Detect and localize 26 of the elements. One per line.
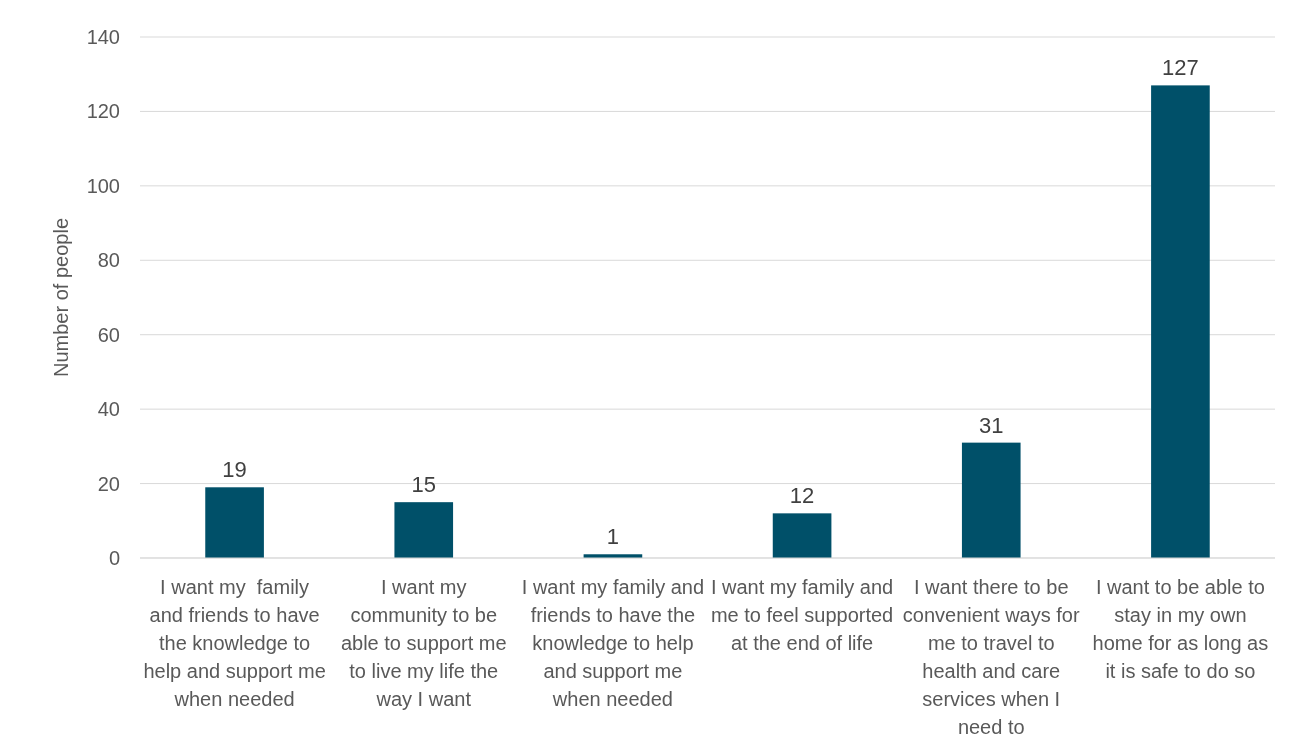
bar: [394, 502, 454, 558]
bar: [961, 442, 1021, 558]
y-tick-label: 100: [86, 174, 120, 197]
data-label: 15: [411, 472, 436, 498]
bar: [1151, 85, 1210, 558]
y-tick-label: 140: [86, 26, 120, 48]
x-tick-label: I want my family and me to feel supported at the end of life: [710, 576, 894, 654]
data-label: 31: [979, 412, 1004, 438]
bar: [772, 513, 832, 558]
x-tick-label: I want there to be convenient ways for me to travel to health and care services when I need to: [902, 576, 1080, 738]
y-tick-label: 120: [86, 100, 120, 123]
x-tick-label: I want my family and friends to have the knowledge to help and support me when needed: [521, 576, 705, 710]
data-label: 12: [789, 483, 815, 509]
y-axis-title: Number of people: [50, 218, 72, 377]
data-label: 1: [606, 524, 620, 550]
data-label: 19: [222, 457, 247, 483]
x-tick-label: I want my family and friends to have the knowledge to help and support me when needed: [143, 576, 326, 710]
y-tick-label: 20: [97, 472, 120, 495]
y-tick-label: 0: [108, 547, 120, 569]
y-tick-label: 40: [97, 398, 120, 421]
data-label: 127: [1162, 55, 1199, 81]
x-tick-label: I want to be able to stay in my own home for as long as it is safe to do so: [1092, 576, 1269, 682]
x-tick-label: I want my community to be able to support me to live my life the way I want: [340, 576, 507, 710]
bar: [205, 487, 264, 558]
y-tick-label: 60: [97, 323, 120, 346]
y-tick-label: 80: [97, 249, 120, 272]
